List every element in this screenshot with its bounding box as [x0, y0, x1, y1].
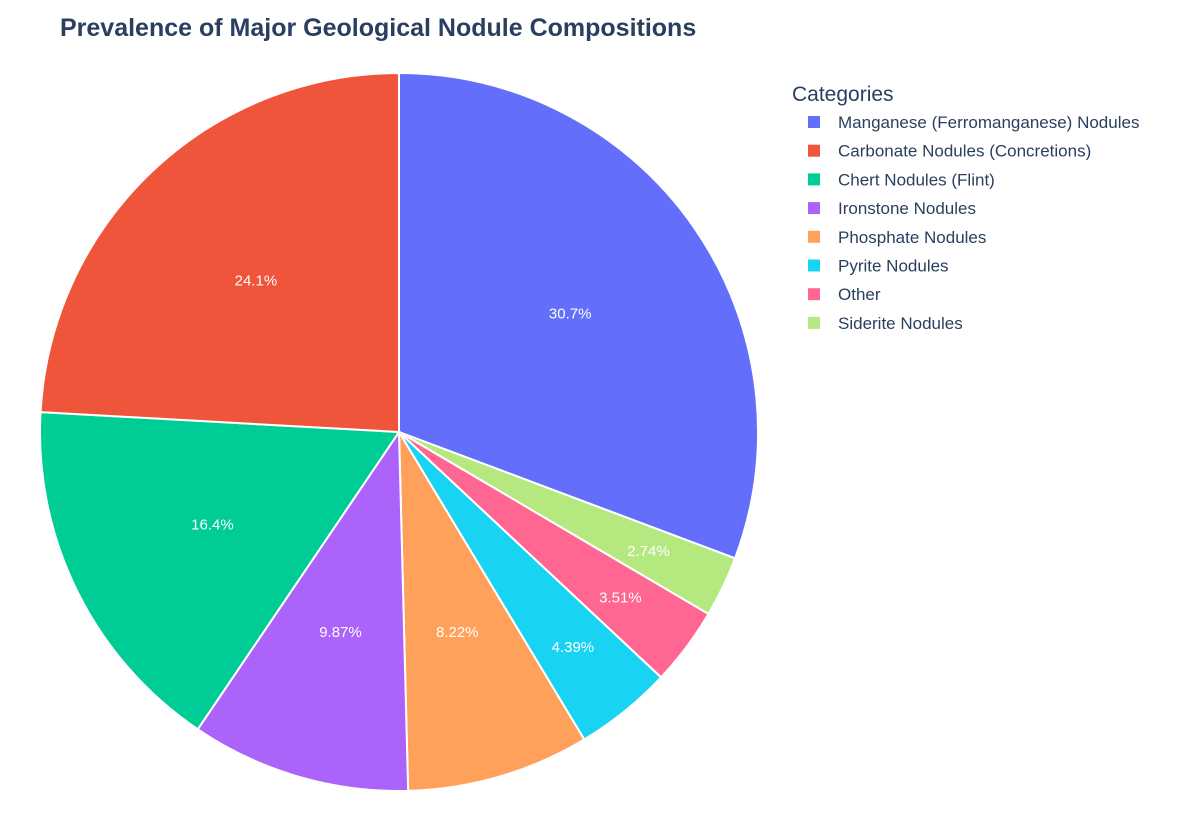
legend-swatch: [808, 144, 820, 157]
legend-label: Phosphate Nodules: [838, 228, 986, 247]
legend-item-chert-nodules-flint[interactable]: Chert Nodules (Flint): [808, 170, 995, 189]
pie-slice-label-phosphate-nodules: 8.22%: [436, 624, 479, 641]
legend: Categories Manganese (Ferromanganese) No…: [792, 83, 1139, 333]
legend-label: Manganese (Ferromanganese) Nodules: [838, 113, 1139, 132]
legend-label: Siderite Nodules: [838, 314, 963, 333]
legend-label: Pyrite Nodules: [838, 257, 949, 276]
legend-label: Chert Nodules (Flint): [838, 170, 995, 189]
pie-slice-label-siderite-nodules: 2.74%: [627, 543, 670, 560]
legend-swatch: [808, 230, 820, 243]
legend-swatch: [808, 202, 820, 215]
legend-swatch: [808, 173, 820, 186]
legend-item-manganese-ferromanganese-nodules[interactable]: Manganese (Ferromanganese) Nodules: [808, 113, 1139, 132]
legend-label: Other: [838, 285, 881, 304]
pie-slice-label-pyrite-nodules: 4.39%: [552, 639, 595, 656]
pie-slice-label-ironstone-nodules: 9.87%: [319, 624, 362, 641]
legend-item-siderite-nodules[interactable]: Siderite Nodules: [808, 314, 963, 333]
pie-slice-chert-nodules-flint: [39, 411, 401, 731]
legend-title: Categories: [792, 83, 894, 106]
legend-item-pyrite-nodules[interactable]: Pyrite Nodules: [808, 257, 949, 276]
legend-swatch: [808, 316, 820, 329]
legend-label: Ironstone Nodules: [838, 199, 976, 218]
pie-slice-labels: 30.7% 2.74% 3.51% 4.39% 8.22% 9.87% 16.4% 24.1%: [191, 273, 670, 656]
legend-item-carbonate-nodules-concretions[interactable]: Carbonate Nodules (Concretions): [808, 142, 1091, 161]
legend-item-phosphate-nodules[interactable]: Phosphate Nodules: [808, 228, 986, 247]
legend-swatch: [808, 116, 820, 128]
legend-item-other[interactable]: Other: [808, 285, 881, 304]
legend-swatch: [808, 288, 820, 301]
pie-slice-carbonate-nodules-concretions: [39, 71, 400, 434]
pie-slice-label-carbonate-nodules-concretions: 24.1%: [235, 273, 278, 290]
pie-slice-label-other: 3.51%: [599, 590, 642, 607]
legend-swatch: [808, 259, 820, 272]
pie-slice-phosphate-nodules: [397, 428, 586, 792]
pie-slice-ironstone-nodules: [196, 428, 410, 792]
chart-title: Prevalence of Major Geological Nodule Co…: [60, 14, 696, 42]
pie-slice-manganese-ferromanganese-nodules: [398, 71, 759, 560]
legend-label: Carbonate Nodules (Concretions): [838, 142, 1091, 161]
legend-item-ironstone-nodules[interactable]: Ironstone Nodules: [808, 199, 976, 218]
pie-slice-label-chert-nodules-flint: 16.4%: [191, 516, 234, 533]
pie-slice-label-manganese-ferromanganese-nodules: 30.7%: [549, 305, 592, 322]
pie-slices: [39, 71, 759, 792]
